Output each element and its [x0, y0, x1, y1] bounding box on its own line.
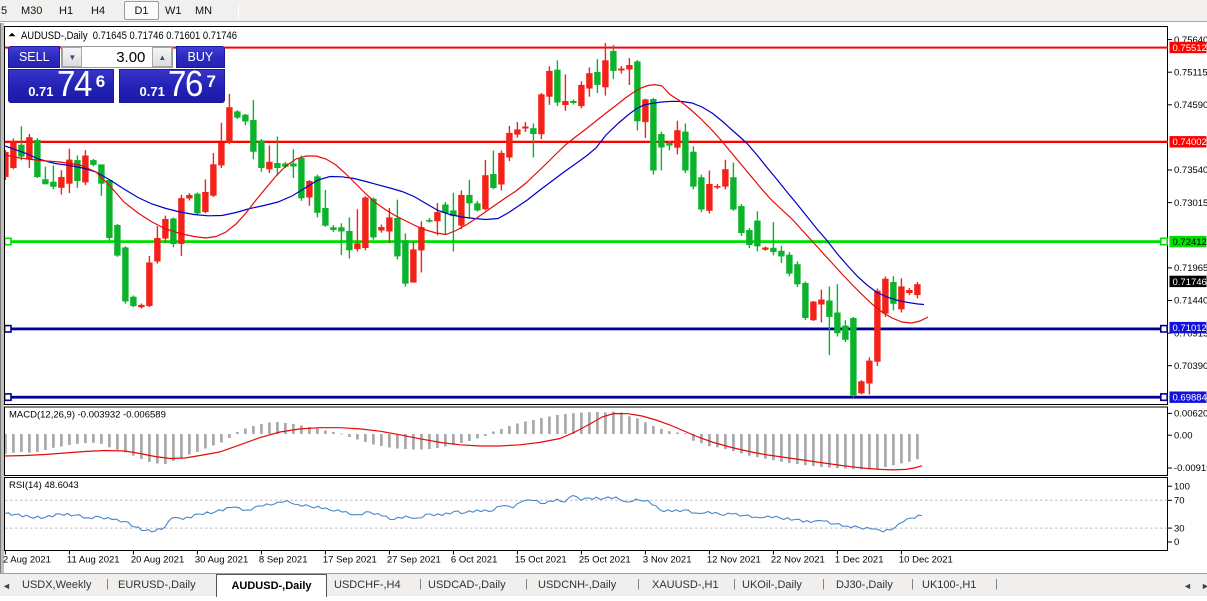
- svg-text:0.75115: 0.75115: [1174, 67, 1207, 78]
- svg-text:0.70915: 0.70915: [1174, 328, 1207, 339]
- svg-text:0.70390: 0.70390: [1174, 361, 1207, 372]
- svg-text:2 Aug 2021: 2 Aug 2021: [3, 555, 51, 566]
- svg-text:11 Aug 2021: 11 Aug 2021: [67, 555, 120, 566]
- svg-text:1 Dec 2021: 1 Dec 2021: [835, 555, 884, 566]
- svg-text:0.71965: 0.71965: [1174, 263, 1207, 274]
- svg-text:10 Dec 2021: 10 Dec 2021: [899, 555, 953, 566]
- svg-text:22 Nov 2021: 22 Nov 2021: [771, 555, 825, 566]
- svg-text:25 Oct 2021: 25 Oct 2021: [579, 555, 631, 566]
- svg-text:0.72412: 0.72412: [1173, 237, 1207, 248]
- svg-text:MACD(12,26,9) -0.003932 -0.006: MACD(12,26,9) -0.003932 -0.006589: [9, 410, 166, 421]
- svg-text:0: 0: [1174, 537, 1179, 548]
- svg-text:RSI(14) 48.6043: RSI(14) 48.6043: [9, 480, 79, 491]
- svg-text:17 Sep 2021: 17 Sep 2021: [323, 555, 377, 566]
- svg-text:30 Aug 2021: 30 Aug 2021: [195, 555, 248, 566]
- svg-text:0.74002: 0.74002: [1173, 137, 1207, 148]
- svg-text:0.006201: 0.006201: [1174, 409, 1207, 420]
- svg-text:AUDUSD-,Daily 0.71645 0.71746: AUDUSD-,Daily 0.71645 0.71746 0.71601 0.…: [21, 30, 237, 42]
- svg-text:0.73540: 0.73540: [1174, 165, 1207, 176]
- svg-text:0.71746: 0.71746: [1173, 277, 1207, 288]
- svg-text:0.71012: 0.71012: [1173, 323, 1207, 334]
- svg-text:6 Oct 2021: 6 Oct 2021: [451, 555, 497, 566]
- svg-text:0.74590: 0.74590: [1174, 100, 1207, 111]
- svg-text:0.75640: 0.75640: [1174, 35, 1207, 46]
- svg-text:0.71440: 0.71440: [1174, 296, 1207, 307]
- svg-text:27 Sep 2021: 27 Sep 2021: [387, 555, 441, 566]
- svg-text:12 Nov 2021: 12 Nov 2021: [707, 555, 761, 566]
- svg-text:0.69884: 0.69884: [1173, 393, 1207, 404]
- svg-text:20 Aug 2021: 20 Aug 2021: [131, 555, 184, 566]
- svg-text:0.73015: 0.73015: [1174, 198, 1207, 209]
- svg-text:70: 70: [1174, 496, 1185, 507]
- svg-text:3 Nov 2021: 3 Nov 2021: [643, 555, 692, 566]
- svg-text:0.00: 0.00: [1174, 430, 1193, 441]
- svg-text:-0.00919: -0.00919: [1174, 463, 1207, 474]
- svg-text:8 Sep 2021: 8 Sep 2021: [259, 555, 308, 566]
- svg-text:30: 30: [1174, 523, 1185, 534]
- svg-text:15 Oct 2021: 15 Oct 2021: [515, 555, 567, 566]
- svg-text:0.75512: 0.75512: [1173, 43, 1207, 54]
- svg-text:100: 100: [1174, 481, 1190, 492]
